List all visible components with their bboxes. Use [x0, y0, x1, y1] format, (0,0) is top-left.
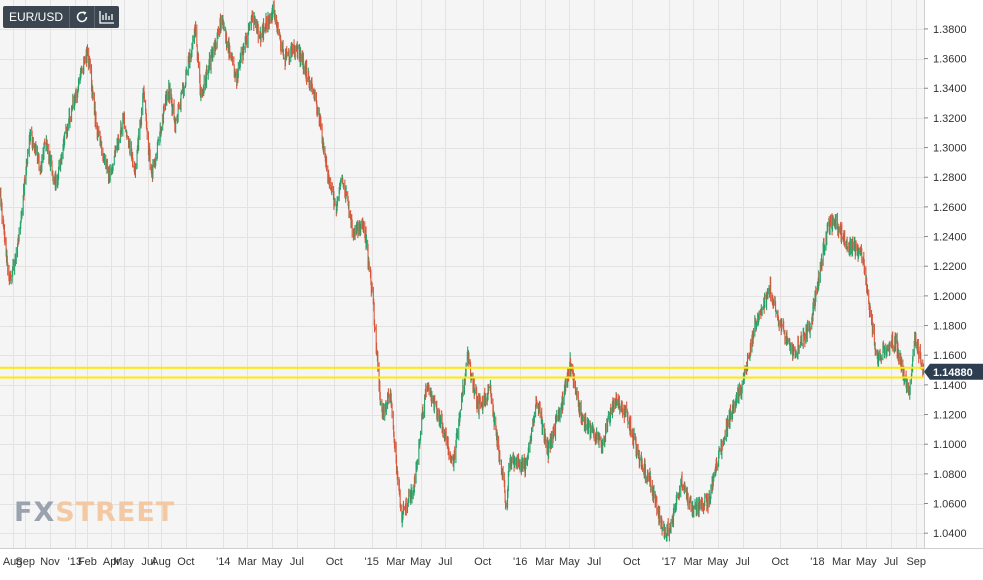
x-tick-label: '16	[513, 556, 527, 568]
x-tick-label: Feb	[78, 556, 97, 568]
bar-chart-icon	[99, 11, 115, 24]
x-tick-label: Jul	[438, 556, 452, 568]
x-tick-label: Oct	[326, 556, 343, 568]
x-tick-label: Sep	[906, 556, 926, 568]
x-tick-label: Oct	[771, 556, 788, 568]
x-tick-label: Nov	[40, 556, 60, 568]
y-tick-label: 1.1000	[933, 439, 967, 451]
x-tick-label: May	[559, 556, 580, 568]
y-tick-label: 1.3600	[933, 54, 967, 66]
x-tick-label: May	[856, 556, 877, 568]
x-tick-label: Oct	[623, 556, 640, 568]
x-tick-label: Jul	[141, 556, 155, 568]
y-tick-label: 1.2600	[933, 202, 967, 214]
x-tick-label: '18	[810, 556, 824, 568]
plot-area	[0, 0, 924, 548]
y-tick-label: 1.1400	[933, 380, 967, 392]
chart-type-button[interactable]	[94, 6, 119, 28]
x-tick-label: Mar	[684, 556, 703, 568]
x-tick-label: '14	[216, 556, 230, 568]
y-tick-label: 1.3000	[933, 143, 967, 155]
y-tick-label: 1.1200	[933, 410, 967, 422]
y-tick-label: 1.2200	[933, 261, 967, 273]
y-tick-label: 1.3400	[933, 83, 967, 95]
x-tick-label: Aug	[3, 556, 23, 568]
x-tick-label: May	[707, 556, 728, 568]
refresh-button[interactable]	[69, 6, 94, 28]
x-tick-label: Mar	[535, 556, 554, 568]
y-tick-label: 1.3800	[933, 24, 967, 36]
last-price-badge	[924, 363, 983, 380]
x-tick-label: May	[113, 556, 134, 568]
x-tick-label: Aug	[151, 556, 171, 568]
x-tick-label: Jul	[736, 556, 750, 568]
x-tick-label: Oct	[474, 556, 491, 568]
x-tick-label: Apr	[103, 556, 120, 568]
y-tick-label: 1.0400	[933, 528, 967, 540]
y-tick-label: 1.3200	[933, 113, 967, 125]
x-tick-label: '15	[365, 556, 379, 568]
y-tick-label: 1.1800	[933, 321, 967, 333]
x-tick-label: Mar	[386, 556, 405, 568]
x-tick-label: Jul	[587, 556, 601, 568]
chart-toolbar: EUR/USD	[3, 6, 120, 28]
x-tick-label: '17	[662, 556, 676, 568]
y-tick-label: 1.1600	[933, 350, 967, 362]
x-tick-label: Sep	[15, 556, 35, 568]
symbol-label[interactable]: EUR/USD	[9, 10, 64, 24]
x-tick-label: May	[410, 556, 431, 568]
x-tick-label: Jul	[884, 556, 898, 568]
x-tick-label: Mar	[832, 556, 851, 568]
x-tick-label: Jul	[290, 556, 304, 568]
y-tick-label: 1.2800	[933, 172, 967, 184]
y-tick-label: 1.0800	[933, 469, 967, 481]
y-tick-label: 1.0600	[933, 499, 967, 511]
x-tick-label: Mar	[238, 556, 257, 568]
y-tick-label: 1.2000	[933, 291, 967, 303]
y-tick-label: 1.2400	[933, 232, 967, 244]
fxstreet-logo: FXSTREET	[14, 497, 176, 528]
x-tick-label: Oct	[177, 556, 194, 568]
last-price-label: 1.14880	[933, 367, 973, 379]
y-axis-labels: 1.0400 1.0600 1.0800 1.1000 1.1200 1.1400 1.16…	[924, 24, 967, 540]
x-tick-label: '13	[68, 556, 82, 568]
x-tick-label: May	[262, 556, 283, 568]
candles	[0, 0, 925, 542]
refresh-icon	[76, 11, 88, 23]
